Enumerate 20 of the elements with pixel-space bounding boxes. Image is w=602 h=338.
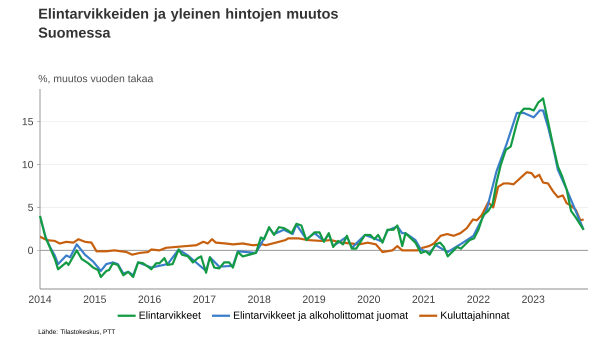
legend-label: Elintarvikkeet ja alkoholittomat juomat (234, 311, 408, 321)
legend-label: Kuluttajahinnat (441, 311, 510, 321)
y-tick-label: 15 (22, 118, 34, 126)
x-tick-label: 2021 (412, 296, 435, 303)
y-tick-label: 0 (28, 246, 34, 254)
x-tick-label: 2016 (138, 296, 161, 303)
chart-title: Elintarvikkeiden ja yleinen hintojen muutos Suomessa (38, 8, 338, 38)
line-series (38, 171, 585, 256)
y-tick-label: 10 (22, 160, 34, 168)
x-tick-label: 2019 (302, 296, 326, 303)
x-tick-label: 2023 (522, 296, 544, 303)
x-tick-label: 2015 (84, 296, 106, 303)
x-tick-label: 2017 (193, 296, 216, 303)
legend-label: Elintarvikkeet (140, 311, 201, 319)
y-tick-label: 5 (28, 204, 34, 212)
x-tick-label: 2020 (358, 296, 380, 303)
y-axis-title: %, muutos vuoden takaa (38, 74, 154, 84)
x-tick-label: 2022 (467, 296, 490, 303)
x-tick-label: 2018 (248, 296, 270, 303)
x-tick-label: 2014 (28, 296, 52, 303)
